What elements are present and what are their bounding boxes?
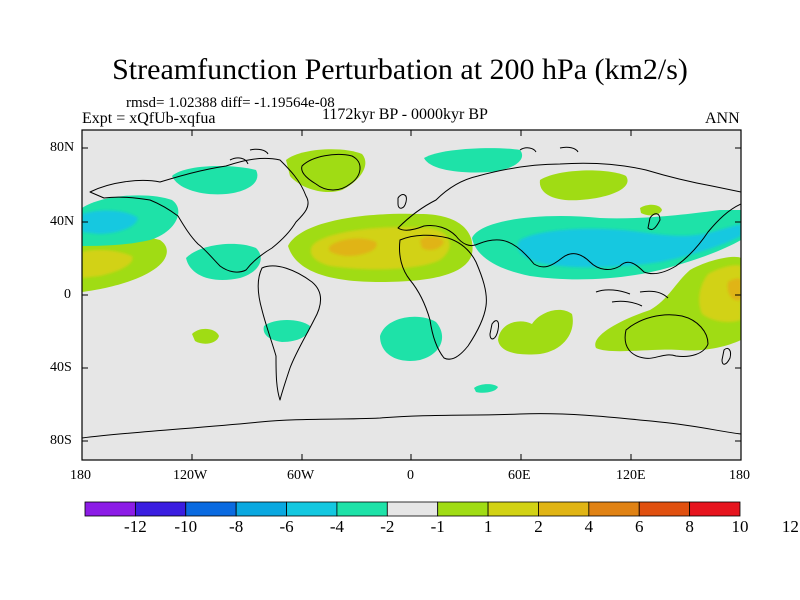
colorbar-label: 6 xyxy=(634,517,644,536)
colorbar-swatch xyxy=(638,501,691,517)
eurasia-coast xyxy=(397,162,741,275)
positive-core-regions xyxy=(82,226,741,322)
lon-tick-label: 120E xyxy=(616,468,646,483)
australia-coast xyxy=(624,314,709,359)
new-zealand-coast xyxy=(721,347,731,365)
colorbar-swatch xyxy=(386,501,439,517)
colorbar-label: 10 xyxy=(731,517,749,536)
colorbar-swatch xyxy=(286,501,338,517)
indonesia-coast xyxy=(595,289,669,307)
colorbar-label: -6 xyxy=(279,517,294,536)
lon-tick-label: 180 xyxy=(729,468,750,483)
lat-tick-label: 80N xyxy=(50,140,75,155)
chart-title: Streamfunction Perturbation at 200 hPa (… xyxy=(112,53,688,86)
north-america-coast xyxy=(89,157,309,273)
lat-tick-label: 80S xyxy=(50,433,72,448)
colorbar-label: -2 xyxy=(380,517,395,536)
lat-tick-label: 40S xyxy=(50,360,72,375)
madagascar-coast xyxy=(489,320,499,340)
contour-fields xyxy=(82,146,741,439)
colorbar-label: -1 xyxy=(430,517,445,536)
south-america-coast xyxy=(257,265,321,401)
colorbar-swatch xyxy=(134,501,187,517)
stats-text: rmsd= 1.02388 diff= -1.19564e-08 xyxy=(126,95,335,111)
lon-tick-label: 120W xyxy=(173,468,208,483)
lon-tick-label: 180 xyxy=(70,468,91,483)
arctic-islands xyxy=(229,146,579,165)
axis-ticks xyxy=(81,130,742,460)
colorbar-label: 4 xyxy=(584,517,594,536)
japan-coast xyxy=(647,213,661,231)
colorbar-swatch xyxy=(84,501,136,517)
positive-peak-regions xyxy=(328,236,741,301)
africa-coast xyxy=(399,234,487,360)
colorbar-swatch xyxy=(437,501,489,517)
lon-tick-label: 60W xyxy=(287,468,315,483)
antarctica-coast xyxy=(82,413,741,439)
lat-tick-label: 0 xyxy=(64,287,71,302)
negative-core-regions xyxy=(82,210,741,268)
lon-tick-label: 60E xyxy=(508,468,531,483)
uk-coast xyxy=(397,194,407,209)
colorbar-swatch xyxy=(588,501,640,517)
colorbar-label: -12 xyxy=(124,517,147,536)
colorbar-label: -4 xyxy=(329,517,345,536)
colorbar-label: 8 xyxy=(685,517,694,536)
season-label: ANN xyxy=(705,110,740,127)
colorbar-label: 1 xyxy=(483,517,493,536)
colorbar-swatch xyxy=(538,501,590,517)
colorbar-swatch xyxy=(689,501,741,517)
colorbar-swatch xyxy=(336,501,388,517)
coastlines xyxy=(82,146,741,439)
period-label: 1172kyr BP - 0000kyr BP xyxy=(322,106,488,123)
colorbar-swatch xyxy=(185,501,237,517)
colorbar-swatch xyxy=(487,501,539,517)
colorbar-label: -8 xyxy=(229,517,244,536)
lat-tick-label: 40N xyxy=(50,214,75,229)
colorbar-label: 12 xyxy=(781,517,799,536)
colorbar-label: -10 xyxy=(174,517,198,536)
greenland-coast xyxy=(301,153,361,191)
colorbar-swatch xyxy=(235,501,287,517)
lon-tick-label: 0 xyxy=(407,468,414,483)
experiment-label: Expt = xQfUb-xqfua xyxy=(82,110,216,127)
colorbar-label: 2 xyxy=(534,517,543,536)
